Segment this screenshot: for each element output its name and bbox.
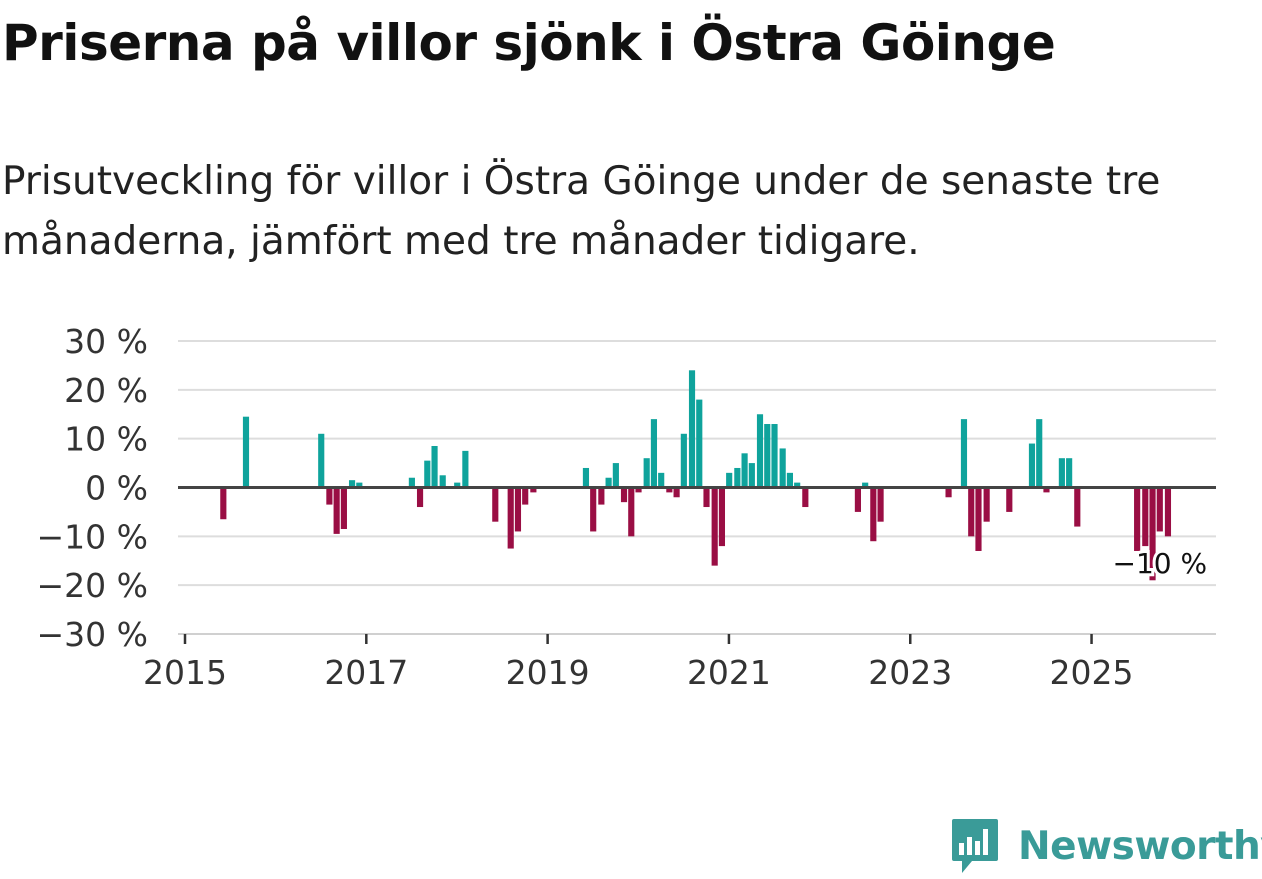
bar [628, 487, 635, 537]
y-tick-label: −10 % [37, 517, 149, 556]
bar [854, 487, 861, 512]
bar [764, 424, 771, 488]
bar [650, 419, 658, 488]
bar [416, 487, 424, 508]
bar [1134, 487, 1141, 551]
bar [1066, 458, 1073, 488]
bar [462, 450, 469, 488]
bar [779, 448, 786, 488]
bar [680, 433, 687, 488]
x-tick-label: 2015 [143, 653, 227, 692]
bar [802, 487, 809, 508]
bar [318, 433, 325, 488]
bar [983, 487, 990, 522]
bar [688, 370, 696, 488]
x-tick-label: 2025 [1050, 653, 1134, 692]
bar [582, 467, 590, 488]
newsworthy-logo-icon [952, 819, 998, 873]
y-tick-label: 0 % [85, 469, 148, 508]
bar [945, 487, 952, 498]
bar [590, 487, 597, 532]
bar [658, 472, 665, 488]
bar [348, 480, 356, 488]
tick-labels: 30 % 20 % 10 % 0 % −10 % −20 % −30 %2015 2017 20… [37, 322, 1134, 692]
bar [734, 467, 741, 488]
last-value-annotation: −10 % [1112, 547, 1207, 580]
y-tick-label: −20 % [37, 566, 149, 605]
bar [635, 487, 642, 493]
bar [718, 487, 726, 547]
chart-subtitle: Prisutveckling för villor i Östra Göinge… [2, 159, 1161, 264]
bar [1074, 487, 1081, 527]
bar [1043, 487, 1050, 493]
bar [1156, 487, 1163, 532]
bar [514, 487, 522, 532]
bar [870, 487, 877, 542]
bar [612, 463, 619, 488]
bar [431, 445, 438, 488]
axes [178, 486, 1216, 644]
y-tick-label: 10 % [64, 420, 148, 459]
bar [507, 487, 514, 549]
bar [242, 416, 250, 488]
bar [492, 487, 499, 522]
bar [1142, 487, 1149, 547]
newsworthy-logo: Newsworthy [950, 818, 1262, 874]
bar [877, 487, 884, 522]
bar [408, 477, 415, 488]
bar [220, 487, 227, 520]
brand-name: Newsworthy [1018, 823, 1262, 869]
bar [1164, 487, 1172, 537]
x-tick-label: 2017 [324, 653, 408, 692]
bar [771, 424, 778, 488]
bar [862, 482, 869, 488]
y-tick-label: 30 % [64, 322, 148, 361]
bar [726, 472, 733, 488]
bar [1149, 487, 1156, 581]
x-tick-label: 2023 [868, 653, 952, 692]
bar [756, 414, 764, 488]
bar [673, 487, 680, 498]
y-tick-label: −30 % [37, 615, 149, 654]
bar [696, 399, 703, 488]
bar [786, 472, 793, 488]
annotations: −10 % [1109, 544, 1210, 583]
bar [1006, 487, 1013, 512]
bar-series [220, 370, 1172, 581]
bar [968, 487, 975, 537]
bar [975, 487, 982, 551]
x-tick-label: 2019 [506, 653, 590, 692]
bar [960, 419, 968, 488]
bar [333, 487, 340, 534]
bar [643, 458, 650, 488]
chart-title: Priserna på villor sjönk i Östra Göinge [2, 14, 1056, 72]
bar [703, 487, 710, 508]
bar [424, 460, 431, 488]
bar [356, 482, 363, 488]
bar [454, 482, 461, 488]
bar [741, 453, 748, 488]
bar [1028, 443, 1036, 488]
bar [666, 487, 673, 493]
bar [1036, 419, 1043, 488]
bar [794, 482, 801, 488]
bar [748, 463, 755, 488]
bar [340, 487, 347, 530]
bar [439, 475, 446, 488]
bar [530, 487, 537, 493]
x-tick-label: 2021 [687, 653, 771, 692]
bar [711, 487, 718, 566]
bar [620, 487, 628, 503]
bar [598, 487, 605, 505]
y-tick-label: 20 % [64, 371, 148, 410]
bar [326, 487, 333, 505]
bar [522, 487, 529, 505]
bar [1058, 458, 1065, 488]
bar [605, 477, 612, 488]
